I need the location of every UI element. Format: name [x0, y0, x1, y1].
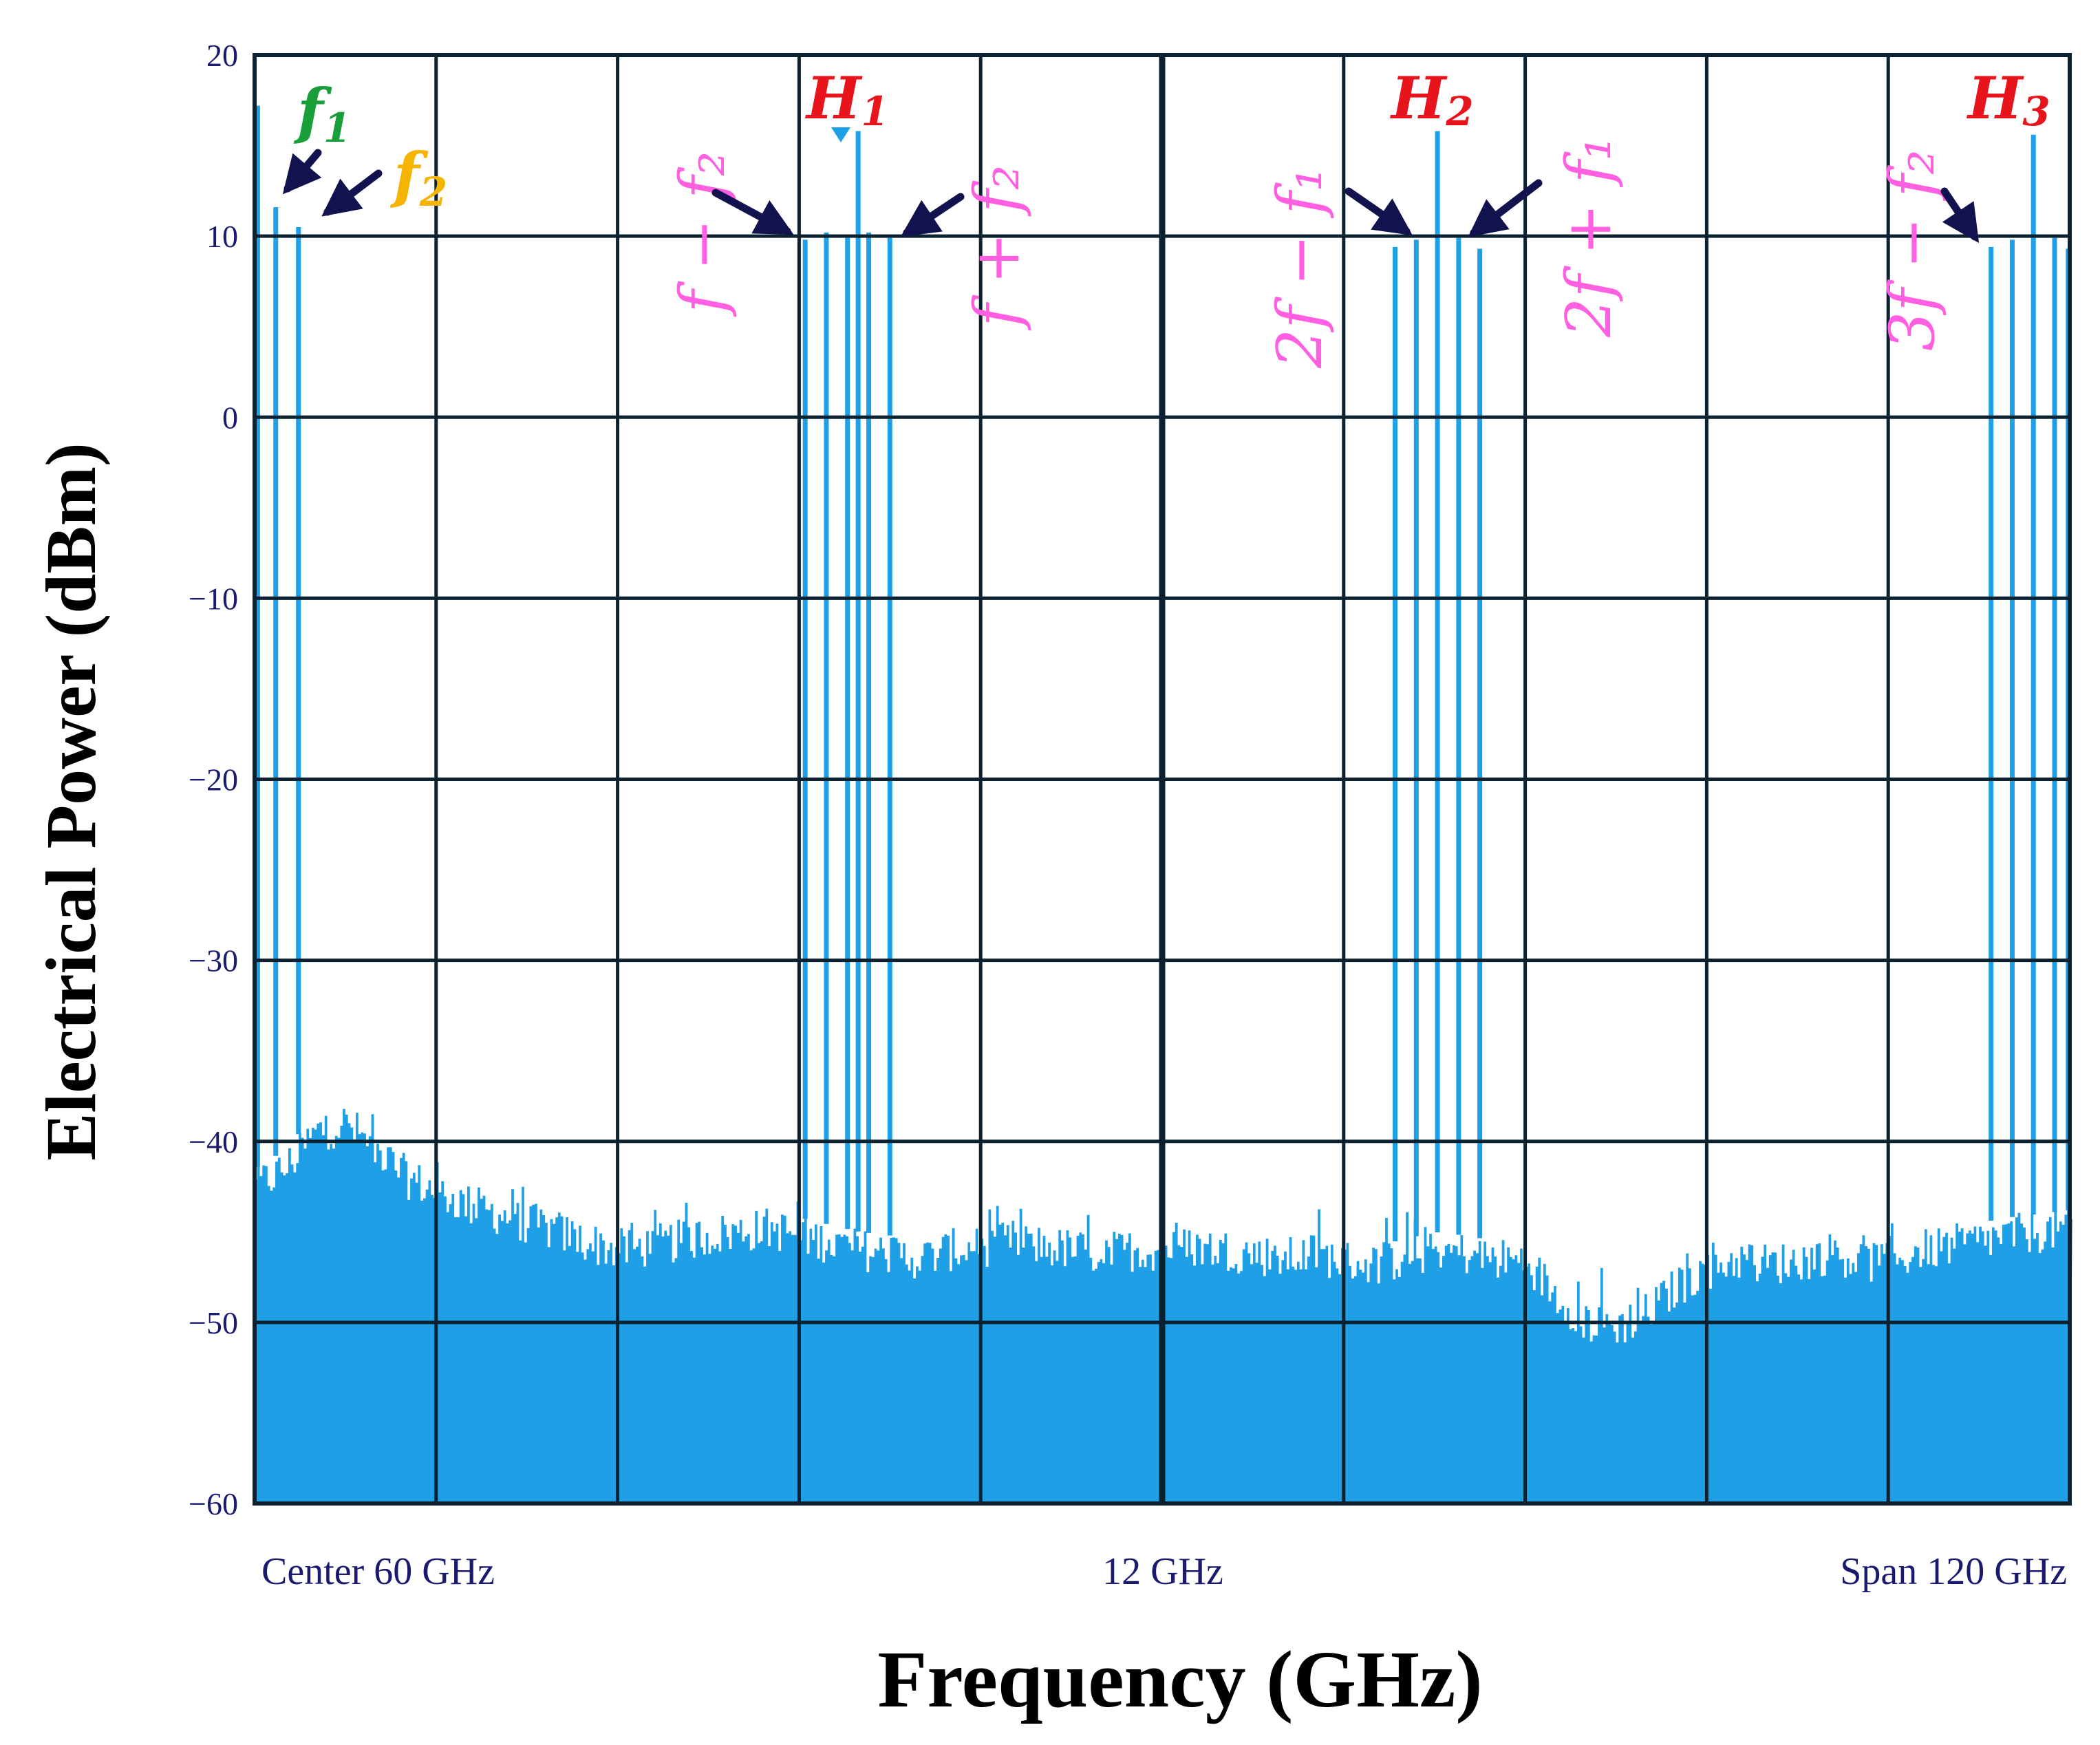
2f-minus-f1-arrow	[1344, 187, 1413, 236]
grid-lines	[253, 53, 2072, 1506]
division-label: 12 GHz	[1102, 1550, 1223, 1593]
h1-label: H1	[805, 64, 889, 135]
y-tick-label: −60	[189, 1486, 238, 1521]
y-tick-label: −50	[189, 1305, 238, 1340]
y-axis-title: Electrical Power (dBm)	[32, 442, 111, 1161]
2f-plus-f1-label: 2f + f₁	[1553, 136, 1625, 338]
f2-arrow	[321, 169, 383, 217]
center-frequency-label: Center 60 GHz	[261, 1550, 495, 1593]
2f-minus-f1-label: 2f − f₁	[1264, 167, 1336, 369]
y-tick-label: 0	[222, 400, 238, 435]
span-label: Span 120 GHz	[1840, 1550, 2067, 1593]
f-plus-f2-label: f + f₂	[961, 165, 1033, 331]
plot-frame	[253, 53, 2072, 1506]
3f-minus-f2-label: 3f − f₂	[1876, 149, 1949, 351]
h2-label: H2	[1390, 64, 1474, 135]
y-tick-label: −30	[189, 943, 238, 978]
y-tick-label: −20	[189, 762, 238, 797]
marker-triangle-icon	[831, 127, 850, 142]
3f-minus-f2-arrow	[1940, 187, 1980, 244]
f1-arrow	[282, 149, 322, 195]
y-tick-labels: 20 10 0 −10 −20 −30 −40 −50 −60	[189, 38, 238, 1521]
y-tick-label: 10	[206, 219, 238, 254]
y-tick-label: −10	[189, 581, 238, 616]
f-minus-f2-label: f − f₂	[667, 151, 739, 317]
f-plus-f2-arrow	[900, 193, 965, 237]
2f-plus-f1-arrow	[1468, 179, 1543, 237]
h3-label: H3	[1967, 64, 2050, 135]
y-tick-label: −40	[189, 1124, 238, 1159]
y-tick-label: 20	[206, 38, 238, 73]
x-axis-title: Frequency (GHz)	[877, 1634, 1482, 1724]
f-minus-f2-arrow	[711, 189, 794, 235]
